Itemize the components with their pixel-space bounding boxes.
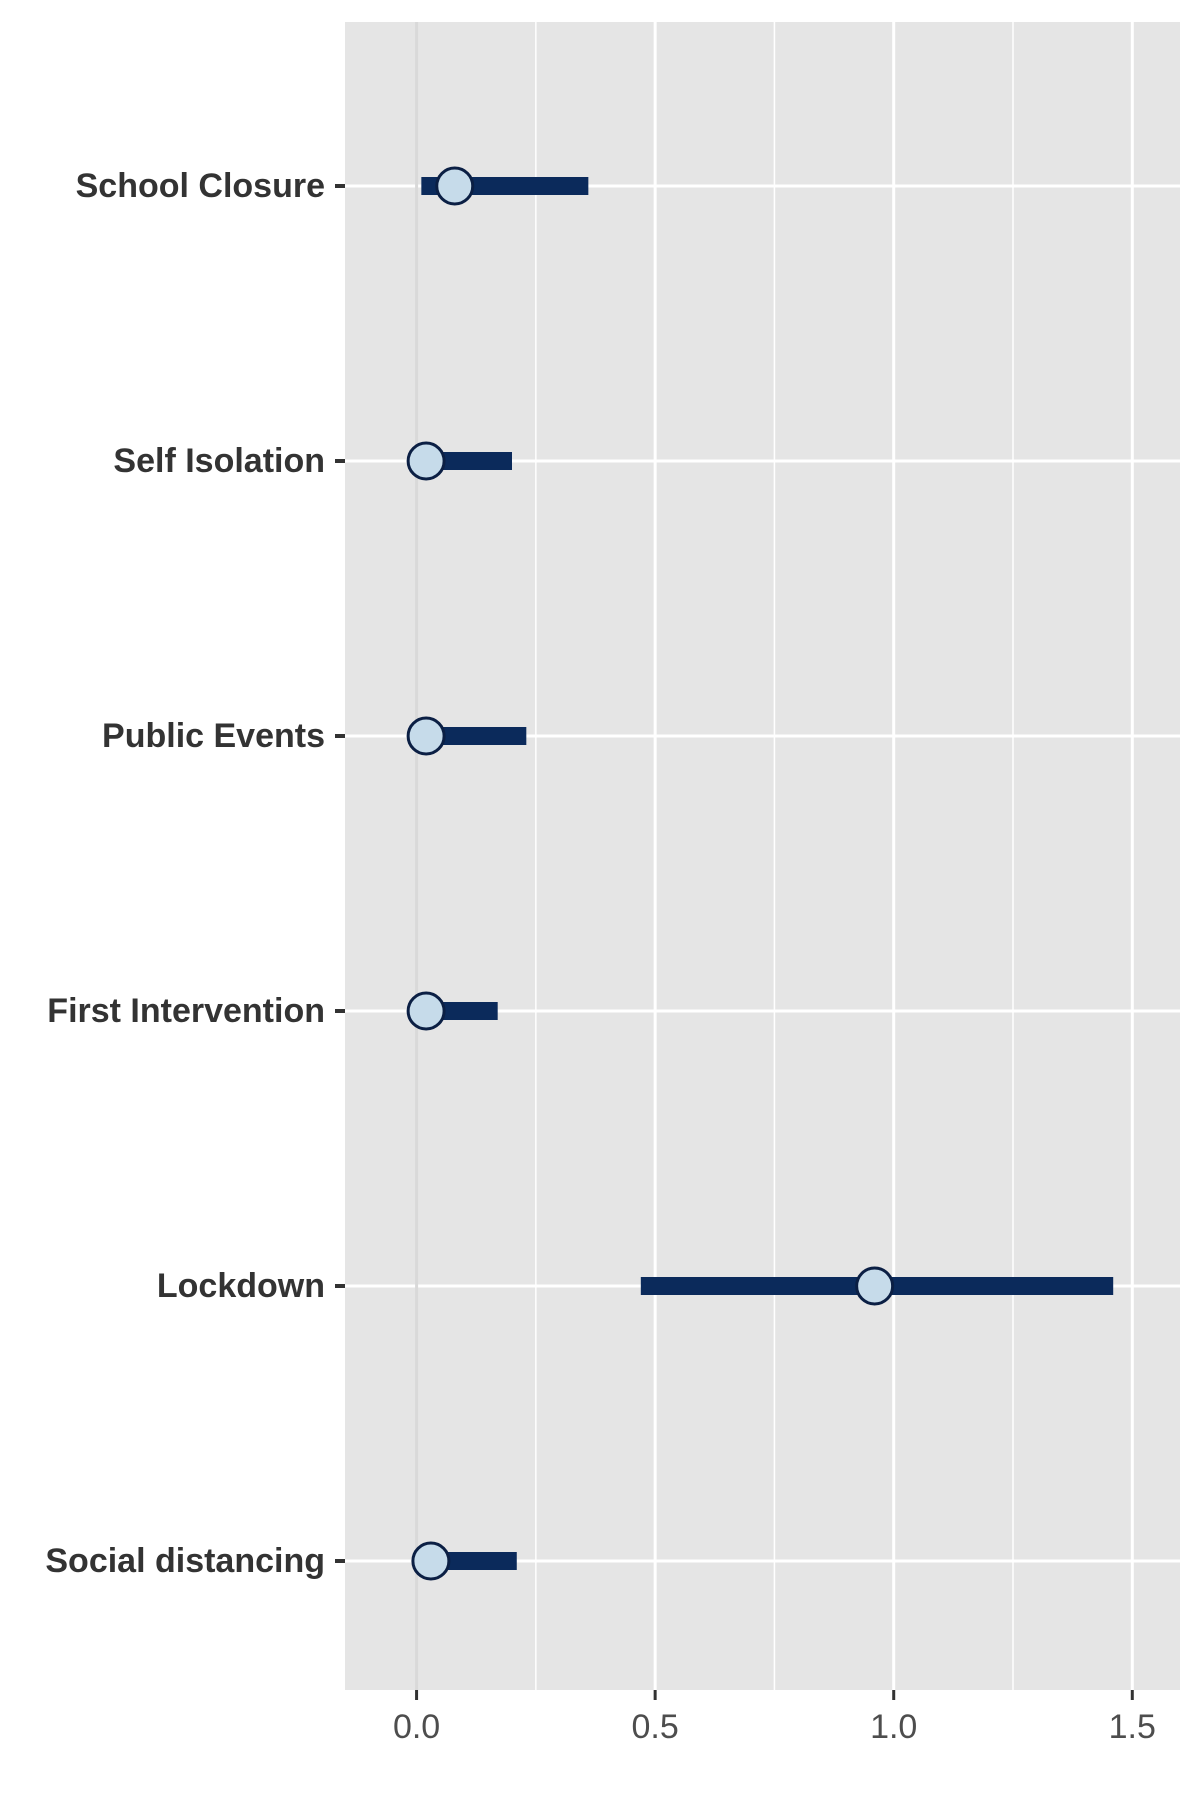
x-tick-label: 1.0 [870,1708,917,1746]
x-axis: 0.0 0.5 1.0 1.5 [393,1690,1156,1746]
x-tick-label: 0.0 [393,1708,440,1746]
plot-panel [345,22,1180,1690]
y-tick-label: Self Isolation [113,442,325,480]
minor-gridlines [535,22,1014,1690]
y-axis: School Closure Self Isolation Public Event… [45,167,345,1580]
y-tick-label: Social distancing [45,1542,325,1580]
point-estimate [435,166,475,206]
point-estimate [411,1541,451,1581]
point-estimate [406,441,446,481]
interval-marks [406,166,1114,1581]
y-tick-label: First Intervention [47,992,325,1030]
point-estimate [855,1266,895,1306]
y-tick-label: School Closure [76,167,325,205]
x-tick-label: 0.5 [632,1708,679,1746]
x-tick-label: 1.5 [1109,1708,1156,1746]
point-estimate [406,716,446,756]
y-tick-label: Public Events [102,717,325,755]
y-tick-label: Lockdown [157,1267,325,1305]
point-estimate [406,991,446,1031]
